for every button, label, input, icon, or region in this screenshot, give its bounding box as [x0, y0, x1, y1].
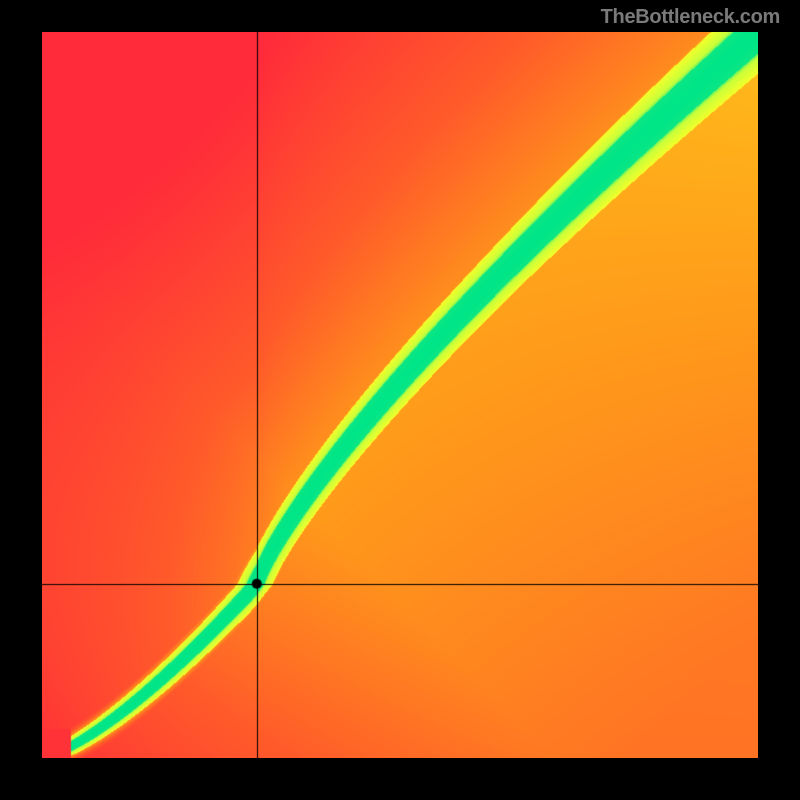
chart-container: TheBottleneck.com	[0, 0, 800, 800]
watermark-text: TheBottleneck.com	[601, 6, 780, 29]
bottleneck-heatmap	[42, 32, 758, 758]
